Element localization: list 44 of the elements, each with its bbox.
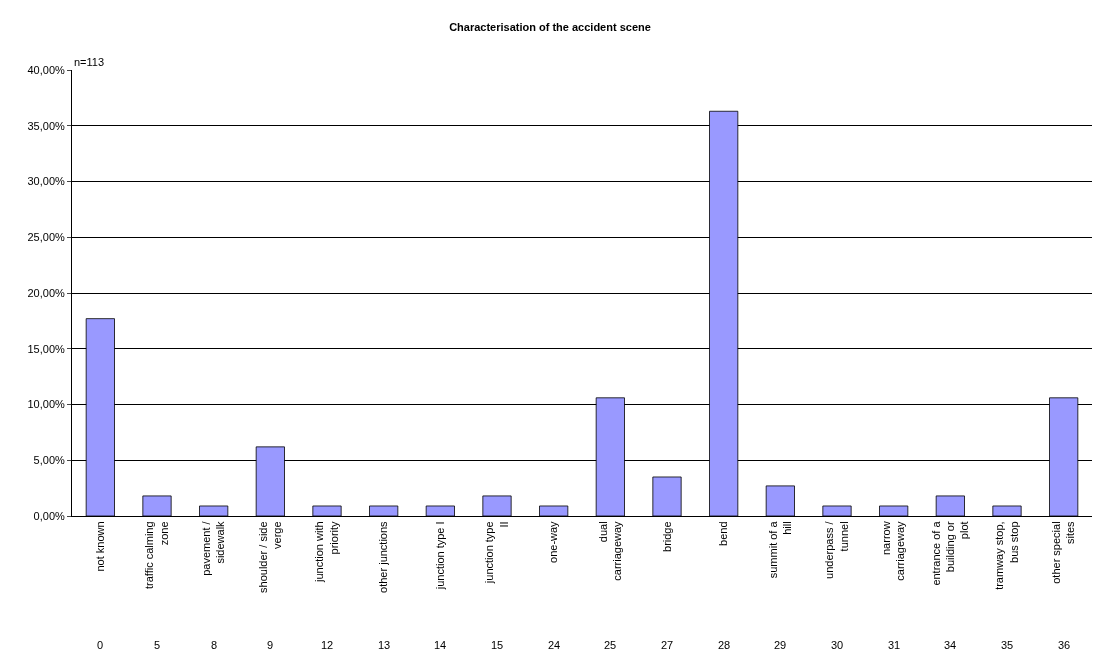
- text: 30: [831, 639, 844, 651]
- y-tick-label: 40,00%: [27, 63, 66, 76]
- x-tick-label: other junctions: [377, 520, 390, 593]
- x-tick-label: pavement / sidewalk: [200, 520, 227, 576]
- x-tick-label: other special sites: [1050, 520, 1077, 584]
- x-tick-label: not known: [93, 521, 106, 572]
- text: 31: [888, 639, 901, 651]
- text: 36: [1058, 639, 1071, 651]
- text: 12: [321, 639, 334, 651]
- x-tick-label: junction with priority: [313, 520, 340, 583]
- text: 15: [491, 639, 504, 651]
- text: 35: [1001, 639, 1014, 651]
- text: 13: [378, 639, 391, 651]
- text: 14: [434, 639, 447, 651]
- y-tick-label: 25,00%: [27, 231, 66, 244]
- chart-title: Characterisation of the accident scene: [449, 21, 651, 34]
- text: n=113: [74, 56, 105, 68]
- y-tick-label: 5,00%: [33, 454, 66, 467]
- y-tick-label: 0,00%: [33, 509, 66, 522]
- x-tick-label: underpass / tunnel: [823, 520, 850, 579]
- text: 28: [718, 639, 731, 651]
- text: 0: [97, 639, 104, 651]
- text: 25: [604, 639, 617, 651]
- x-tick-label: junction type II: [483, 521, 510, 585]
- text: 9: [267, 639, 274, 651]
- x-tick-label: entrance of a building or plot: [929, 520, 971, 586]
- x-tick-label: summit of a hill: [766, 520, 794, 579]
- y-tick-label: 20,00%: [27, 286, 66, 299]
- y-tick-label: 30,00%: [27, 175, 66, 188]
- y-tick-label: 10,00%: [27, 398, 66, 411]
- x-tick-label: traffic calming zone: [143, 521, 170, 590]
- y-tick-label: 15,00%: [27, 342, 66, 355]
- text: 5: [154, 639, 161, 651]
- text: 24: [548, 639, 561, 651]
- text: 29: [774, 639, 787, 651]
- y-tick-label: 35,00%: [27, 119, 66, 132]
- x-tick-label: bend: [717, 521, 730, 546]
- text: 27: [661, 639, 674, 651]
- x-tick-label: shoulder / side verge: [256, 521, 284, 593]
- x-tick-label: junction type I: [433, 521, 446, 591]
- text: 34: [944, 639, 957, 651]
- x-tick-label: one-way: [547, 520, 560, 563]
- text: 8: [211, 639, 218, 651]
- x-tick-label: bridge: [660, 521, 673, 552]
